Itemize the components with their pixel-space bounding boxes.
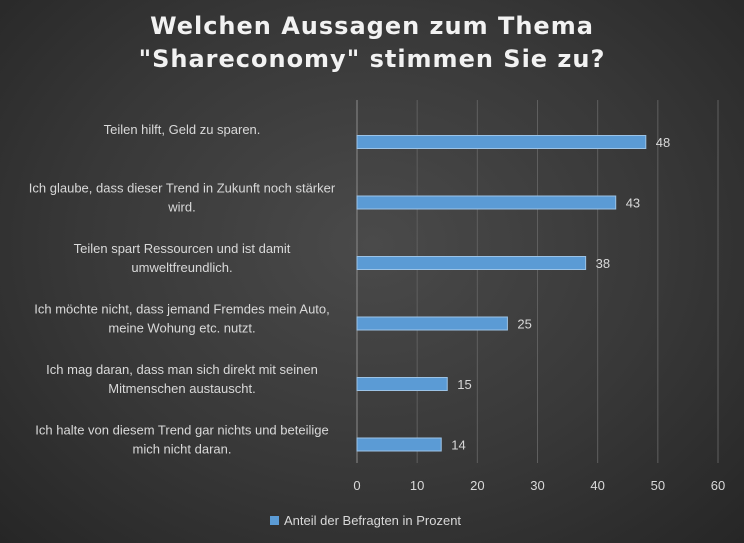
x-tick-label: 0 [353, 478, 360, 493]
data-label: 25 [517, 317, 531, 332]
category-label: Ich möchte nicht, dass jemand Fremdes me… [34, 302, 330, 317]
category-label: Ich glaube, dass dieser Trend in Zukunft… [29, 181, 336, 196]
category-label: Ich halte von diesem Trend gar nichts un… [35, 423, 328, 438]
bar [356, 377, 448, 391]
bar [356, 256, 587, 270]
x-tick-label: 30 [530, 478, 544, 493]
x-tick-label: 50 [651, 478, 665, 493]
chart-title-line-2: "Shareconomy" stimmen Sie zu? [138, 45, 606, 73]
category-label: Ich mag daran, dass man sich direkt mit … [46, 362, 318, 377]
data-label: 14 [451, 438, 465, 453]
legend-swatch [270, 516, 279, 525]
x-tick-label: 40 [590, 478, 604, 493]
category-label: meine Wohung etc. nutzt. [108, 321, 255, 336]
category-label: mich nicht daran. [133, 442, 232, 457]
category-label: Teilen hilft, Geld zu sparen. [104, 122, 261, 137]
data-label: 38 [596, 256, 610, 271]
bar [356, 316, 508, 331]
data-label: 15 [457, 377, 471, 392]
x-tick-label: 10 [410, 478, 424, 493]
legend-label: Anteil der Befragten in Prozent [284, 513, 461, 528]
bar [356, 135, 647, 149]
data-label: 48 [656, 135, 670, 150]
x-tick-label: 20 [470, 478, 484, 493]
chart-title-line-1: Welchen Aussagen zum Thema [150, 12, 594, 40]
category-label: umweltfreundlich. [131, 260, 232, 275]
category-label: Mitmenschen austauscht. [108, 381, 255, 396]
bar [356, 195, 617, 210]
data-label: 43 [626, 196, 640, 211]
category-label: Teilen spart Ressourcen und ist damit [74, 241, 291, 256]
x-tick-label: 60 [711, 478, 725, 493]
category-label: wird. [167, 200, 195, 215]
bar [356, 437, 442, 452]
